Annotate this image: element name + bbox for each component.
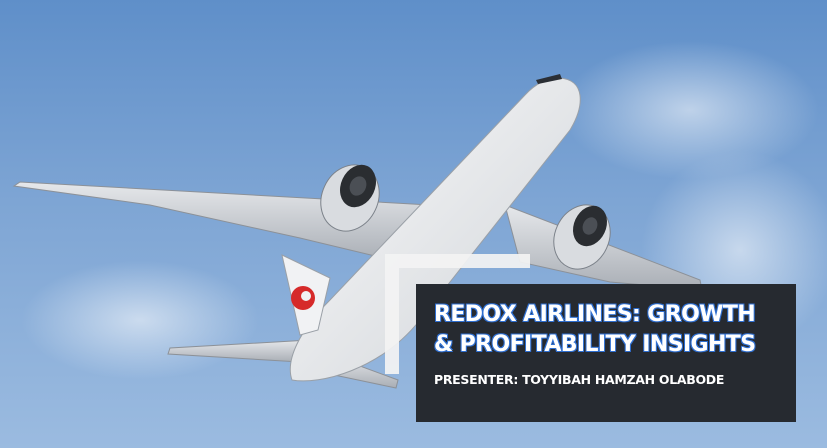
title-line-1: REDOX AIRLINES: GROWTH [434, 302, 756, 327]
left-stabilizer [167, 339, 311, 363]
cloud-wisp [20, 260, 260, 380]
decorative-bracket [385, 254, 530, 374]
left-engine [320, 164, 380, 232]
fuselage [289, 77, 581, 382]
title-line-2: & PROFITABILITY INSIGHTS [434, 332, 756, 357]
cockpit-windows [536, 74, 562, 84]
slide-title: REDOX AIRLINES: GROWTH & PROFITABILITY I… [434, 300, 782, 360]
presenter-line: PRESENTER: TOYYIBAH HAMZAH OLABODE [434, 372, 725, 387]
right-engine [553, 204, 611, 270]
title-box: REDOX AIRLINES: GROWTH & PROFITABILITY I… [416, 284, 796, 422]
